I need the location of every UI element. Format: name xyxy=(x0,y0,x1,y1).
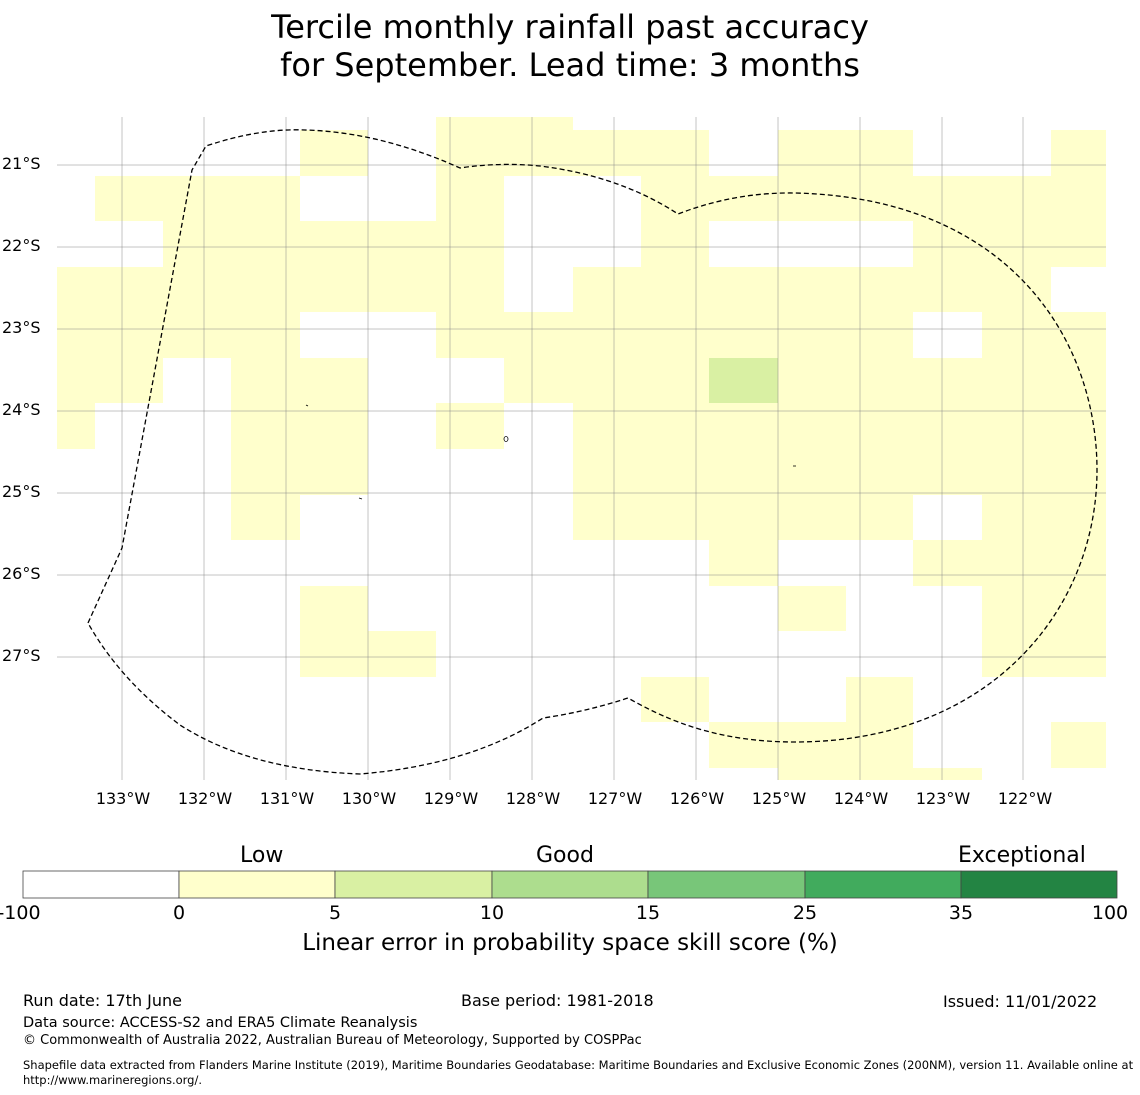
skill-cell-low xyxy=(573,267,1051,312)
skill-cell-low xyxy=(1051,130,1106,176)
lat-label: 22°S xyxy=(2,236,41,255)
skill-cell-low xyxy=(95,176,300,221)
colorbar-tick: 100 xyxy=(1091,902,1129,924)
lat-label: 23°S xyxy=(2,318,41,337)
skill-cell-low xyxy=(778,130,913,176)
skill-cell-low xyxy=(778,586,846,631)
skill-cell-low xyxy=(573,495,913,540)
skill-cell-low xyxy=(573,403,1106,449)
skill-cell-low xyxy=(436,176,504,221)
skill-cell-low xyxy=(504,358,1106,403)
run-date: Run date: 17th June xyxy=(23,991,183,1010)
skill-cell-low xyxy=(982,495,1106,540)
colorbar-tick: 0 xyxy=(172,902,186,924)
skill-cell-low xyxy=(231,495,300,540)
skill-cell-low xyxy=(641,176,1106,221)
lon-label: 128°W xyxy=(505,789,561,808)
skill-cell-low xyxy=(300,586,368,631)
skill-cell-low xyxy=(300,130,368,176)
colorbar-segment xyxy=(491,870,649,899)
lon-label: 124°W xyxy=(833,789,889,808)
copyright: © Commonwealth of Australia 2022, Austra… xyxy=(23,1033,642,1048)
data-source: Data source: ACCESS-S2 and ERA5 Climate … xyxy=(23,1015,418,1031)
lat-label: 26°S xyxy=(2,564,41,583)
map-title-line-1: Tercile monthly rainfall past accuracy xyxy=(271,8,869,46)
lat-label: 27°S xyxy=(2,646,41,665)
map-title-line-2: for September. Lead time: 3 months xyxy=(280,46,860,84)
colorbar-tick: 25 xyxy=(792,902,818,924)
skill-cell-low xyxy=(57,358,163,403)
colorbar-tick: 35 xyxy=(948,902,974,924)
lon-label: 129°W xyxy=(423,789,479,808)
eez-boundary xyxy=(87,129,1098,775)
skill-cell-low xyxy=(913,221,1106,267)
lon-label: 125°W xyxy=(751,789,807,808)
skill-cell-low xyxy=(1051,722,1106,768)
colorbar-tick: -100 xyxy=(0,902,41,924)
skill-cell-low xyxy=(641,677,709,722)
skill-cell-low xyxy=(57,267,163,312)
issued-date: Issued: 11/01/2022 xyxy=(943,992,1098,1011)
shapefile-note: Shapefile data extracted from Flanders M… xyxy=(23,1058,1134,1087)
skill-cell-low xyxy=(436,403,504,449)
skill-map xyxy=(57,117,1106,780)
skill-cell-low xyxy=(982,312,1106,358)
skill-cell-low xyxy=(163,221,504,267)
colorbar-segment xyxy=(22,870,180,899)
skill-cell-low xyxy=(231,358,368,403)
colorbar-label-good: Good xyxy=(536,843,594,868)
colorbar-label-exceptional: Exceptional xyxy=(958,843,1086,868)
lat-label: 21°S xyxy=(2,154,41,173)
lon-label: 122°W xyxy=(997,789,1053,808)
skill-cell-low xyxy=(231,403,368,449)
lat-label: 25°S xyxy=(2,482,41,501)
colorbar-segment xyxy=(647,870,806,899)
skill-cell-low xyxy=(641,221,709,267)
colorbar-segment xyxy=(334,870,493,899)
skill-cell-low xyxy=(709,722,913,768)
island-outline xyxy=(503,436,509,442)
skill-cell-low xyxy=(573,449,1106,495)
lat-label: 24°S xyxy=(2,400,41,419)
colorbar-tick: 15 xyxy=(635,902,661,924)
island-outline xyxy=(358,497,363,500)
skill-cell-low xyxy=(163,267,504,312)
colorbar-segment xyxy=(178,870,336,899)
skill-cell-low xyxy=(436,312,913,358)
skill-cell-low xyxy=(231,449,368,495)
lon-label: 131°W xyxy=(259,789,315,808)
colorbar-tick: 5 xyxy=(328,902,342,924)
skill-cell-low xyxy=(57,312,300,358)
skill-cell-low xyxy=(709,540,778,586)
lon-label: 133°W xyxy=(95,789,151,808)
colorbar-segment xyxy=(804,870,962,899)
colorbar-segment xyxy=(960,870,1118,899)
base-period: Base period: 1981-2018 xyxy=(461,991,654,1010)
skill-cell-good xyxy=(709,358,778,403)
colorbar-title: Linear error in probability space skill … xyxy=(302,930,838,956)
skill-cells xyxy=(57,117,1106,780)
skill-cell-low xyxy=(436,117,573,130)
skill-cell-low xyxy=(846,677,913,722)
skill-cell-low xyxy=(57,403,95,449)
map-gridlines xyxy=(57,117,1106,780)
colorbar-label-low: Low xyxy=(240,843,284,868)
colorbar-tick: 10 xyxy=(479,902,505,924)
lon-label: 127°W xyxy=(587,789,643,808)
skill-cell-low xyxy=(778,768,982,780)
island-outline xyxy=(305,404,309,407)
skill-cell-low xyxy=(982,586,1106,631)
colorbar xyxy=(22,870,1118,899)
lon-label: 123°W xyxy=(915,789,971,808)
skill-cell-low xyxy=(982,631,1106,677)
lon-label: 132°W xyxy=(177,789,233,808)
lon-label: 130°W xyxy=(341,789,397,808)
skill-cell-low xyxy=(436,130,709,176)
lon-label: 126°W xyxy=(669,789,725,808)
